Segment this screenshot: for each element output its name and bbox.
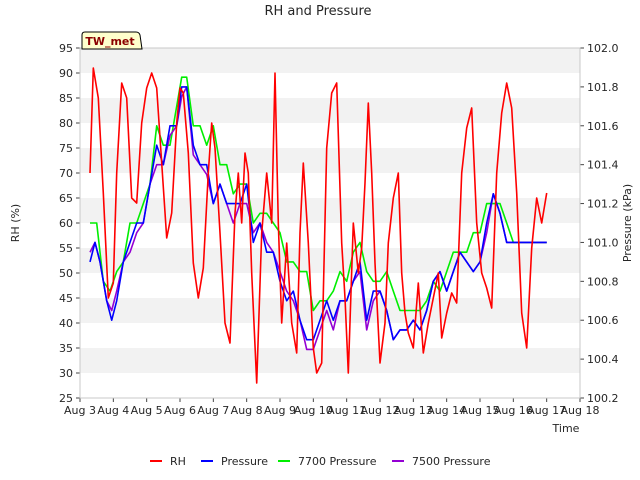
y-right-tick-label: 101.4 [587, 159, 619, 172]
y-left-tick-label: 75 [59, 142, 73, 155]
grid-band [80, 223, 580, 248]
x-tick-label: Aug 13 [394, 404, 433, 417]
series-lines [89, 67, 548, 384]
y-left-tick-label: 95 [59, 42, 73, 55]
y-left-tick-label: 25 [59, 392, 73, 405]
y-left-tick-label: 45 [59, 292, 73, 305]
plot-frame [79, 47, 581, 399]
x-tick-label: Aug 18 [561, 404, 600, 417]
y-right-tick-label: 102.0 [587, 42, 619, 55]
x-tick-label: Aug 16 [494, 404, 533, 417]
x-tick-label: Aug 7 [197, 404, 229, 417]
y-right-tick-label: 101.8 [587, 81, 619, 94]
x-tick-label: Aug 12 [361, 404, 400, 417]
legend-label: RH [170, 455, 186, 468]
legend-label: 7700 Pressure [298, 455, 377, 468]
y-left-tick-label: 50 [59, 267, 73, 280]
y-right-axis-ticks: 100.2 100.4 100.6 100.8 101.0 101.2 101.4 101.6… [580, 42, 619, 405]
y-left-tick-label: 40 [59, 317, 73, 330]
site-label-box: TW_met [81, 31, 143, 50]
x-tick-label: Aug 9 [264, 404, 296, 417]
y-left-tick-label: 80 [59, 117, 73, 130]
x-tick-label: Aug 8 [231, 404, 263, 417]
grid-band [80, 248, 580, 273]
grid-band [80, 373, 580, 398]
y-left-axis-title: RH (%) [9, 204, 22, 242]
y-left-tick-label: 30 [59, 367, 73, 380]
y-left-tick-label: 90 [59, 67, 73, 80]
x-tick-label: Aug 4 [97, 404, 129, 417]
grid-band [80, 348, 580, 373]
site-label: TW_met [85, 35, 134, 48]
y-left-tick-label: 70 [59, 167, 73, 180]
y-right-tick-label: 100.6 [587, 314, 619, 327]
y-right-tick-label: 100.8 [587, 275, 619, 288]
x-axis-title: Time [552, 422, 580, 435]
grid-band [80, 323, 580, 348]
legend: RH Pressure 7700 Pressure 7500 Pressure [150, 455, 491, 468]
legend-label: Pressure [221, 455, 268, 468]
y-right-tick-label: 101.2 [587, 198, 619, 211]
y-right-tick-label: 100.2 [587, 392, 619, 405]
chart-title: RH and Pressure [264, 4, 371, 19]
x-tick-label: Aug 17 [527, 404, 566, 417]
x-tick-label: Aug 11 [327, 404, 366, 417]
site-label-background [81, 31, 143, 50]
y-right-tick-label: 101.6 [587, 120, 619, 133]
grid-band [80, 173, 580, 198]
legend-label: 7500 Pressure [412, 455, 491, 468]
x-tick-label: Aug 10 [294, 404, 333, 417]
grid-band [80, 273, 580, 298]
y-left-tick-label: 55 [59, 242, 73, 255]
grid-band [80, 48, 580, 73]
x-tick-label: Aug 5 [131, 404, 163, 417]
y-left-tick-label: 35 [59, 342, 73, 355]
y-left-tick-label: 85 [59, 92, 73, 105]
x-tick-label: Aug 6 [164, 404, 196, 417]
y-right-tick-label: 100.4 [587, 353, 619, 366]
y-left-axis-ticks: 25 30 35 40 45 50 55 60 65 70 75 80 85 90 95 [59, 42, 80, 405]
y-left-tick-label: 65 [59, 192, 73, 205]
x-tick-label: Aug 14 [427, 404, 466, 417]
background-bands [80, 48, 580, 398]
x-tick-label: Aug 3 [64, 404, 96, 417]
grid-band [80, 73, 580, 98]
y-right-tick-label: 101.0 [587, 236, 619, 249]
y-left-tick-label: 60 [59, 217, 73, 230]
series-line-rh [89, 67, 548, 384]
x-tick-label: Aug 15 [461, 404, 500, 417]
y-right-axis-title: Pressure (kPa) [621, 184, 634, 262]
